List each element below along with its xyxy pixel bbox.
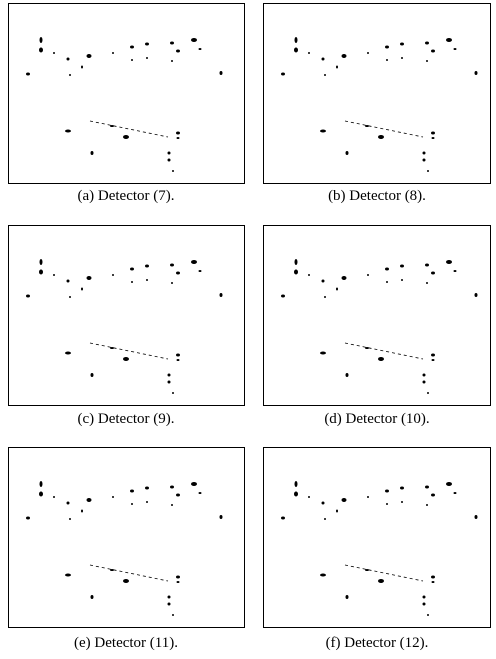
image-frame bbox=[263, 447, 491, 628]
panel: (a) Detector (7). bbox=[8, 3, 245, 204]
image-frame bbox=[8, 3, 245, 184]
caption: (b) Detector (8). bbox=[328, 188, 426, 204]
image-frame bbox=[8, 225, 245, 406]
caption: (c) Detector (9). bbox=[77, 411, 174, 427]
image-frame bbox=[263, 3, 491, 184]
image-frame bbox=[263, 225, 491, 406]
panel: (c) Detector (9). bbox=[8, 225, 245, 427]
caption: (f) Detector (12). bbox=[326, 635, 429, 651]
panel: (e) Detector (11). bbox=[8, 447, 245, 651]
panel: (b) Detector (8). bbox=[263, 3, 491, 204]
caption: (d) Detector (10). bbox=[324, 411, 429, 427]
caption: (a) Detector (7). bbox=[77, 188, 174, 204]
panel: (d) Detector (10). bbox=[263, 225, 491, 427]
panel: (f) Detector (12). bbox=[263, 447, 491, 651]
caption: (e) Detector (11). bbox=[74, 635, 178, 651]
image-frame bbox=[8, 447, 245, 628]
